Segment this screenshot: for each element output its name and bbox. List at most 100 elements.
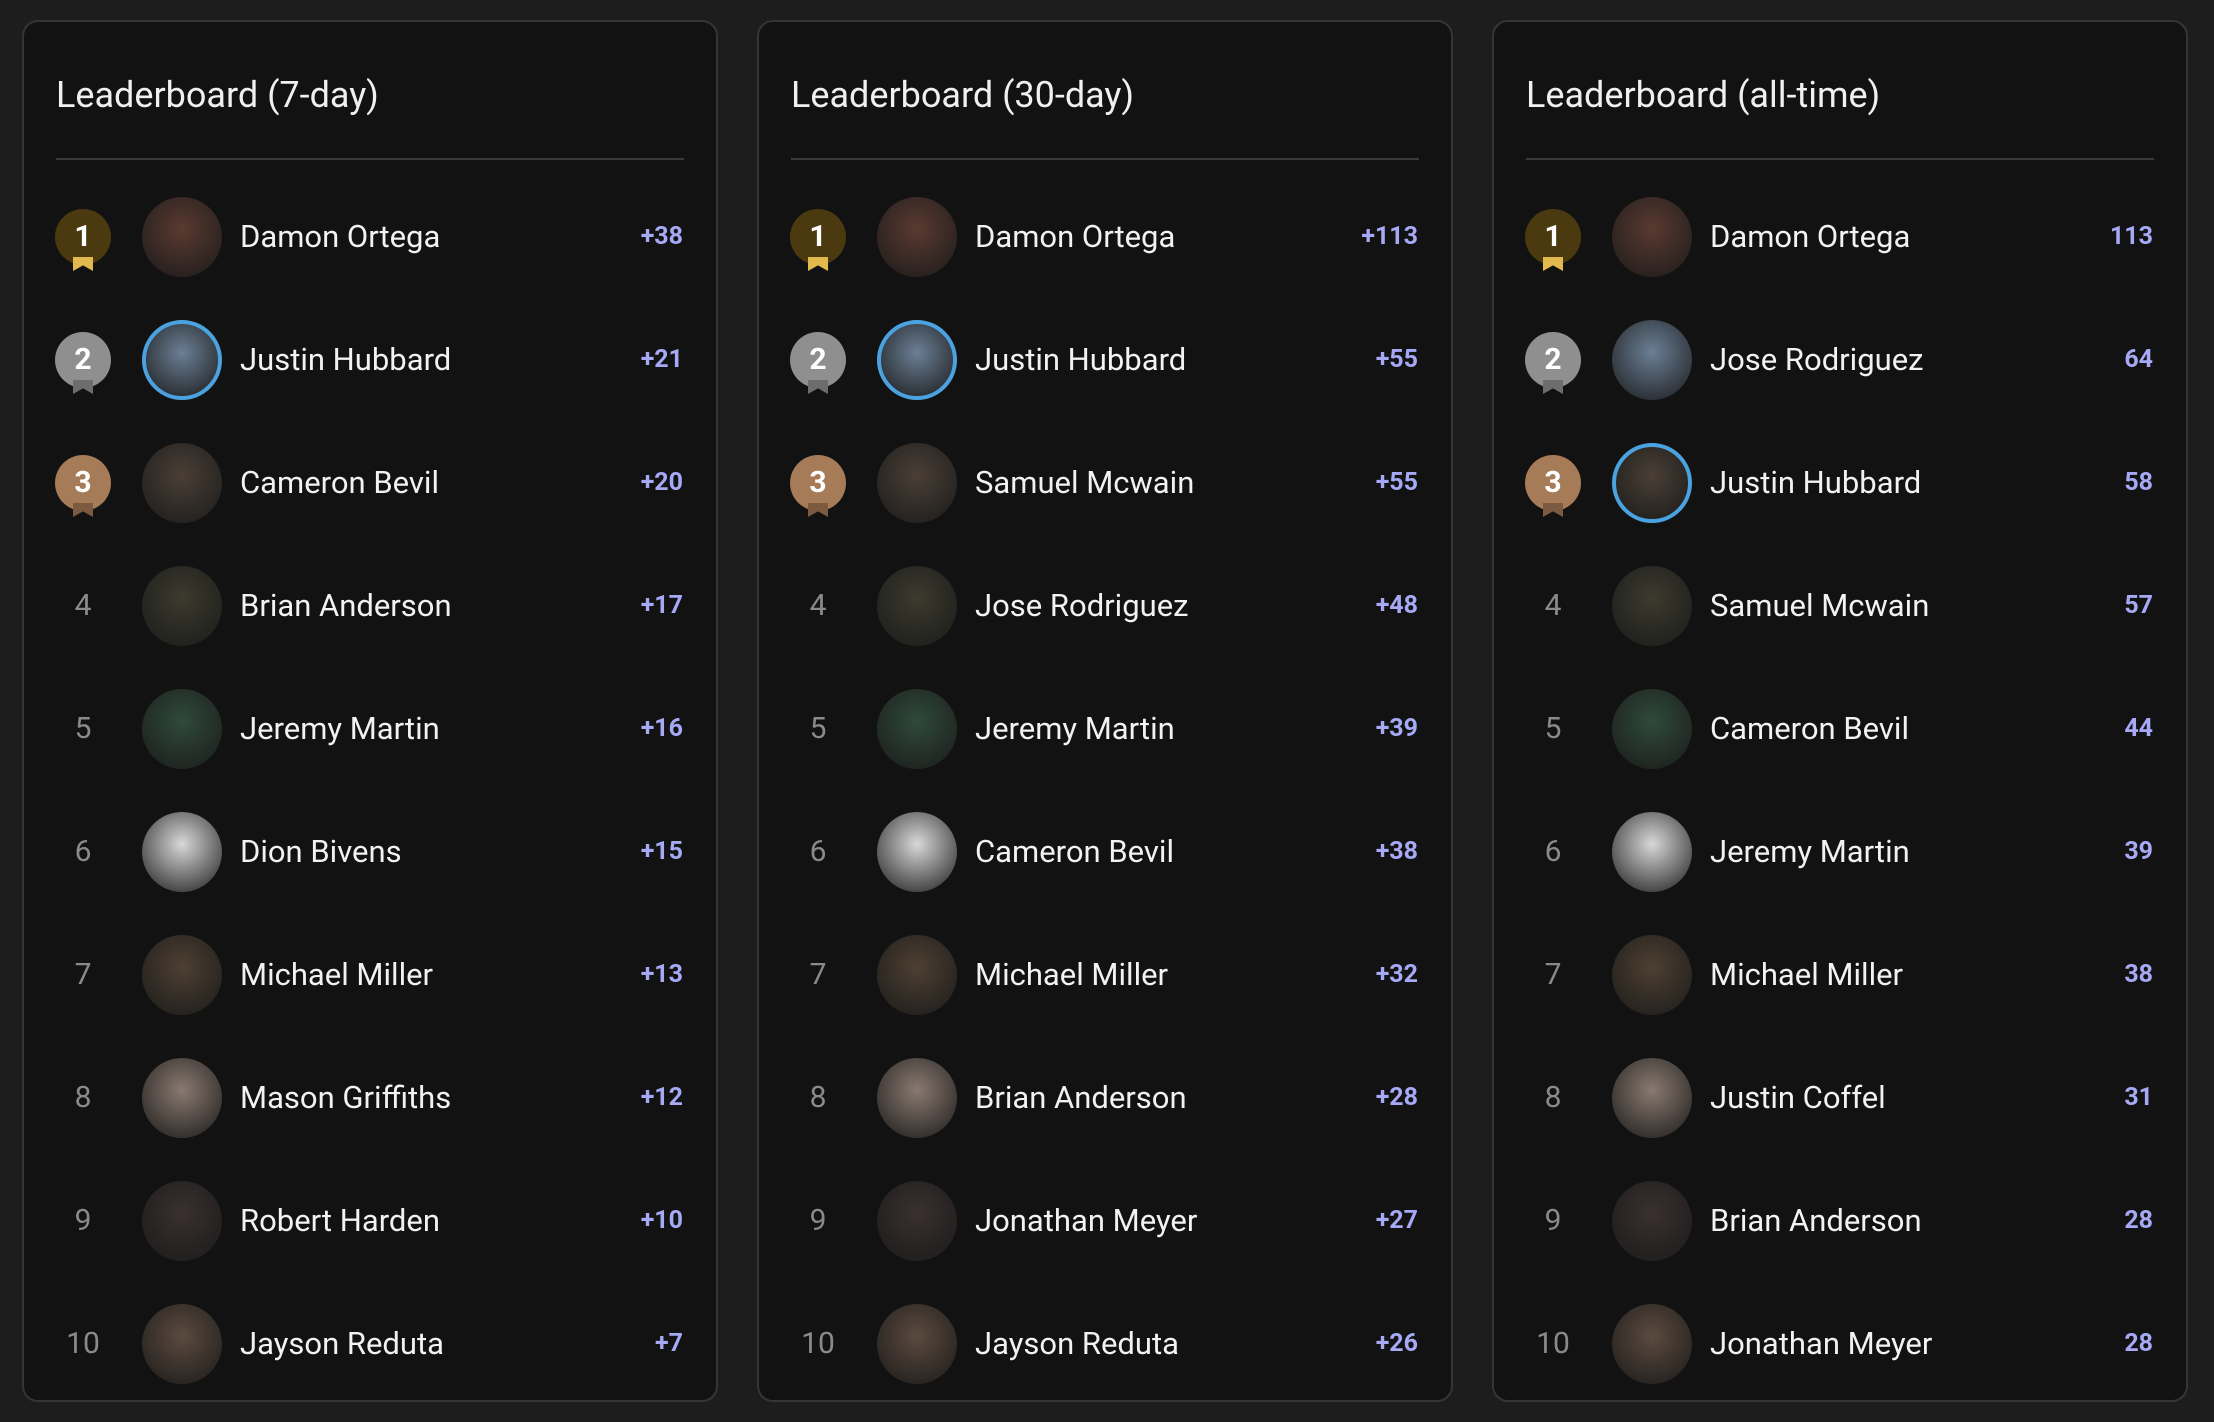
leaderboard-row[interactable]: 7 Michael Miller 38	[1494, 914, 2186, 1037]
leaderboard-row[interactable]: 3 Samuel Mcwain +55	[759, 422, 1451, 545]
user-name: Damon Ortega	[240, 218, 441, 255]
user-name: Dion Bivens	[240, 833, 402, 870]
medal-ribbon	[808, 380, 828, 394]
user-name: Mason Griffiths	[240, 1079, 452, 1116]
score: 64	[2124, 345, 2153, 374]
leaderboard-row[interactable]: 1 Damon Ortega +113	[759, 176, 1451, 299]
user-name: Jeremy Martin	[240, 710, 440, 747]
avatar	[142, 689, 222, 769]
user-name: Jayson Reduta	[240, 1325, 445, 1362]
rank-badge: 7	[1544, 957, 1562, 992]
leaderboard-row[interactable]: 7 Michael Miller +32	[759, 914, 1451, 1037]
leaderboard-row[interactable]: 9 Jonathan Meyer +27	[759, 1160, 1451, 1283]
user-name: Brian Anderson	[975, 1079, 1187, 1116]
leaderboard-panel: Leaderboard (30-day) 1 Damon Ortega +113 2 Ju…	[757, 20, 1453, 1402]
leaderboard-row[interactable]: 4 Jose Rodriguez +48	[759, 545, 1451, 668]
rank-badge: 6	[1544, 834, 1562, 869]
avatar	[1612, 1304, 1692, 1384]
user-name: Jose Rodriguez	[1710, 341, 1924, 378]
leaderboard-row[interactable]: 5 Cameron Bevil 44	[1494, 668, 2186, 791]
rank-badge: 9	[74, 1203, 92, 1238]
leaderboard-row[interactable]: 5 Jeremy Martin +39	[759, 668, 1451, 791]
rank-badge: 8	[74, 1080, 92, 1115]
leaderboard-row[interactable]: 9 Brian Anderson 28	[1494, 1160, 2186, 1283]
rank-badge: 6	[74, 834, 92, 869]
user-name: Cameron Bevil	[1710, 710, 1910, 747]
leaderboard-row[interactable]: 6 Dion Bivens +15	[24, 791, 716, 914]
score: 31	[2124, 1083, 2153, 1112]
avatar	[1612, 443, 1692, 523]
leaderboard-row[interactable]: 8 Justin Coffel 31	[1494, 1037, 2186, 1160]
score: +27	[1375, 1206, 1418, 1235]
rank-badge: 10	[801, 1326, 835, 1361]
score: +13	[640, 960, 683, 989]
leaderboard-row[interactable]: 8 Mason Griffiths +12	[24, 1037, 716, 1160]
leaderboard-row[interactable]: 3 Justin Hubbard 58	[1494, 422, 2186, 545]
leaderboard-row[interactable]: 6 Cameron Bevil +38	[759, 791, 1451, 914]
score: +48	[1375, 591, 1418, 620]
leaderboard-row[interactable]: 6 Jeremy Martin 39	[1494, 791, 2186, 914]
leaderboard-row[interactable]: 10 Jayson Reduta +7	[24, 1283, 716, 1406]
score: +55	[1375, 468, 1418, 497]
leaderboard-row[interactable]: 3 Cameron Bevil +20	[24, 422, 716, 545]
user-name: Michael Miller	[975, 956, 1169, 993]
rank-badge: 4	[1544, 588, 1562, 623]
avatar	[142, 443, 222, 523]
leaderboard-row[interactable]: 5 Jeremy Martin +16	[24, 668, 716, 791]
rank-badge: 3	[55, 455, 111, 517]
avatar	[877, 320, 957, 400]
score: +55	[1375, 345, 1418, 374]
avatar	[142, 197, 222, 277]
rank-badge: 4	[809, 588, 827, 623]
leaderboard-row[interactable]: 2 Jose Rodriguez 64	[1494, 299, 2186, 422]
leaderboard-row[interactable]: 8 Brian Anderson +28	[759, 1037, 1451, 1160]
divider	[56, 158, 684, 160]
medal-ribbon	[1543, 503, 1563, 517]
user-name: Justin Coffel	[1710, 1079, 1886, 1116]
medal-ribbon	[1543, 257, 1563, 271]
score: 38	[2124, 960, 2153, 989]
leaderboard-row[interactable]: 4 Samuel Mcwain 57	[1494, 545, 2186, 668]
rank-badge: 5	[809, 711, 827, 746]
avatar	[142, 1058, 222, 1138]
score: +17	[640, 591, 683, 620]
leaderboard-row[interactable]: 9 Robert Harden +10	[24, 1160, 716, 1283]
score: +32	[1375, 960, 1418, 989]
score: 44	[2124, 714, 2153, 743]
score: +39	[1375, 714, 1418, 743]
rank-badge: 9	[1544, 1203, 1562, 1238]
divider	[791, 158, 1419, 160]
user-name: Damon Ortega	[1710, 218, 1911, 255]
leaderboard-row[interactable]: 2 Justin Hubbard +55	[759, 299, 1451, 422]
user-name: Brian Anderson	[1710, 1202, 1922, 1239]
rank-badge: 10	[1536, 1326, 1570, 1361]
avatar	[142, 935, 222, 1015]
leaderboard-row[interactable]: 10 Jayson Reduta +26	[759, 1283, 1451, 1406]
avatar	[877, 197, 957, 277]
score: +28	[1375, 1083, 1418, 1112]
score: +21	[640, 345, 683, 374]
score: 113	[2109, 222, 2153, 251]
score: +12	[640, 1083, 683, 1112]
avatar	[142, 1304, 222, 1384]
leaderboard-row[interactable]: 1 Damon Ortega 113	[1494, 176, 2186, 299]
leaderboard-panel: Leaderboard (7-day) 1 Damon Ortega +38 2 Just…	[22, 20, 718, 1402]
leaderboard-row[interactable]: 7 Michael Miller +13	[24, 914, 716, 1037]
user-name: Jonathan Meyer	[1710, 1325, 1933, 1362]
medal-ribbon	[73, 503, 93, 517]
divider	[1526, 158, 2154, 160]
rank-badge: 1	[1525, 209, 1581, 271]
user-name: Justin Hubbard	[975, 341, 1187, 378]
leaderboard-row[interactable]: 10 Jonathan Meyer 28	[1494, 1283, 2186, 1406]
rank-badge: 1	[790, 209, 846, 271]
user-name: Jose Rodriguez	[975, 587, 1189, 624]
leaderboard-row[interactable]: 4 Brian Anderson +17	[24, 545, 716, 668]
user-name: Cameron Bevil	[975, 833, 1175, 870]
score: +26	[1375, 1329, 1418, 1358]
leaderboard-row[interactable]: 1 Damon Ortega +38	[24, 176, 716, 299]
user-name: Samuel Mcwain	[1710, 587, 1930, 624]
leaderboard-row[interactable]: 2 Justin Hubbard +21	[24, 299, 716, 422]
avatar	[1612, 1181, 1692, 1261]
avatar	[142, 566, 222, 646]
